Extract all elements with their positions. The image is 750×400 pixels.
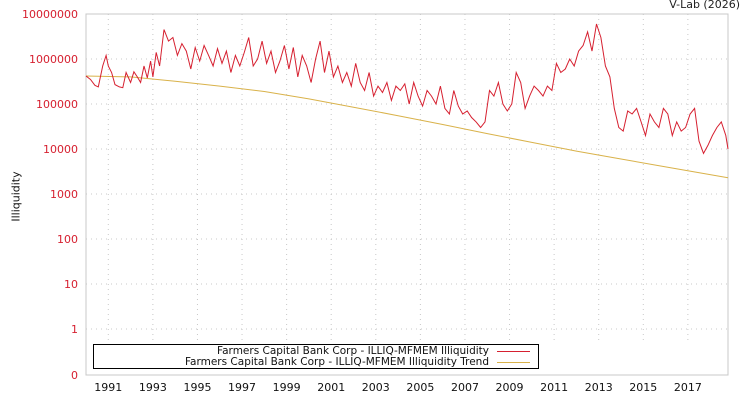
legend-swatch-red — [497, 350, 530, 352]
x-axis-ticks: 1991 1993 1995 1997 1999 2001 2003 2005 2007 2009… — [94, 381, 702, 394]
y-tick-label: 1000000 — [29, 53, 78, 66]
x-tick-label: 2017 — [674, 381, 702, 394]
trend-line — [85, 75, 729, 179]
legend: Farmers Capital Bank Corp - ILLIQ-MFMEM … — [93, 344, 539, 369]
x-tick-label: 2015 — [629, 381, 657, 394]
illiquidity-line — [85, 23, 729, 155]
x-tick-label: 2005 — [406, 381, 434, 394]
x-tick-label: 2011 — [540, 381, 568, 394]
y-tick-label: 0 — [71, 369, 78, 382]
x-tick-label: 1993 — [139, 381, 167, 394]
x-tick-label: 1995 — [183, 381, 211, 394]
legend-swatch-gold — [497, 361, 530, 363]
legend-label: Farmers Capital Bank Corp - ILLIQ-MFMEM … — [217, 345, 489, 357]
chart-credit: V-Lab (2026) — [669, 0, 740, 11]
y-tick-label: 10000 — [43, 143, 78, 156]
y-tick-label: 10 — [64, 278, 78, 291]
y-tick-label: 1000 — [50, 188, 78, 201]
legend-item-illiquidity: Farmers Capital Bank Corp - ILLIQ-MFMEM … — [217, 345, 530, 357]
x-tick-label: 2001 — [317, 381, 345, 394]
gridlines — [86, 13, 728, 340]
x-tick-label: 2013 — [585, 381, 613, 394]
x-tick-label: 2007 — [451, 381, 479, 394]
x-tick-label: 1991 — [94, 381, 122, 394]
x-tick-label: 1999 — [273, 381, 301, 394]
x-tick-label: 2003 — [362, 381, 390, 394]
y-tick-label: 100 — [57, 233, 78, 246]
y-tick-label: 1 — [71, 323, 78, 336]
x-tick-label: 2009 — [496, 381, 524, 394]
y-tick-label: 10000000 — [22, 8, 78, 21]
plot-area-border — [85, 13, 729, 376]
legend-label: Farmers Capital Bank Corp - ILLIQ-MFMEM … — [184, 356, 489, 368]
y-tick-label: 100000 — [36, 98, 78, 111]
x-tick-label: 1997 — [228, 381, 256, 394]
legend-item-trend: Farmers Capital Bank Corp - ILLIQ-MFMEM … — [185, 356, 530, 368]
